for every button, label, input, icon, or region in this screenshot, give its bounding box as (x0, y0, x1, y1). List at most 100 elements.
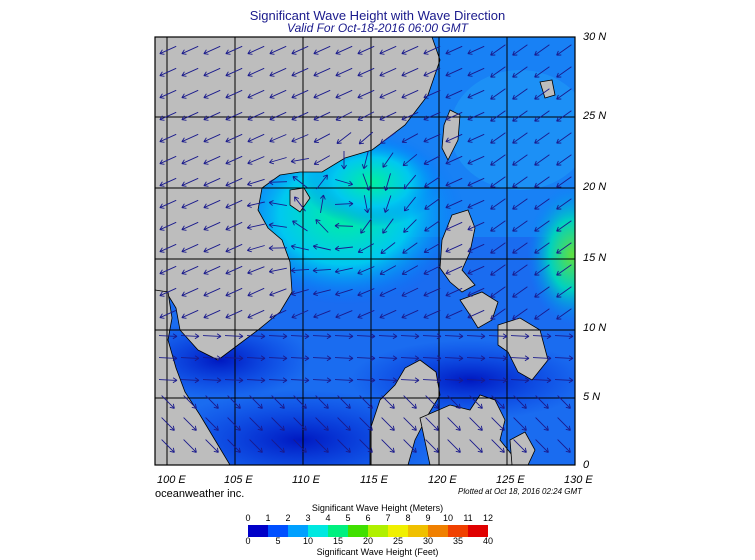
wave-direction-arrow (445, 177, 463, 187)
wave-direction-arrow (203, 133, 221, 143)
wave-direction-arrow (490, 132, 506, 144)
wave-direction-arrow (224, 333, 244, 340)
wave-direction-arrow (467, 309, 485, 319)
wave-direction-arrow (534, 220, 550, 232)
wave-direction-arrow (269, 288, 287, 297)
wave-direction-arrow (159, 67, 177, 77)
wave-direction-arrow (556, 242, 572, 254)
wave-direction-arrow (556, 132, 572, 144)
colorbar-feet-tick: 5 (275, 536, 281, 546)
wave-direction-arrow (247, 67, 265, 77)
lat-label-30n: 30 N (583, 31, 607, 43)
wave-direction-arrows (158, 44, 574, 453)
wave-direction-arrow (423, 111, 441, 121)
wave-direction-arrow (534, 44, 550, 56)
wave-direction-arrow (423, 155, 441, 165)
colorbar-meters-tick: 3 (305, 513, 311, 523)
wave-direction-arrow (423, 243, 441, 254)
wave-direction-arrow (225, 177, 243, 187)
wave-direction-arrow (247, 111, 265, 121)
wave-direction-arrow (424, 176, 440, 188)
wave-direction-arrow (534, 154, 550, 166)
wave-direction-arrow (312, 267, 332, 274)
wave-direction-arrow (512, 198, 528, 210)
wave-direction-arrow (183, 395, 197, 409)
colorbar (248, 525, 488, 537)
wave-direction-arrow (203, 221, 221, 231)
wave-direction-arrow (512, 66, 528, 78)
wave-direction-arrow (556, 44, 572, 56)
wave-direction-arrow (402, 242, 418, 254)
wave-direction-arrow (379, 265, 397, 276)
wave-direction-arrow (423, 265, 441, 275)
wave-direction-arrow (313, 89, 331, 99)
wave-direction-arrow (488, 333, 508, 340)
wave-direction-arrow (268, 377, 288, 384)
wave-direction-arrow (510, 333, 530, 340)
wave-direction-arrow (423, 45, 441, 55)
wave-direction-arrow (534, 110, 550, 122)
wave-direction-arrow (403, 219, 417, 233)
wave-direction-arrow (159, 243, 177, 253)
wave-direction-arrow (271, 439, 285, 453)
wave-direction-arrow (335, 111, 353, 121)
wave-direction-arrow (249, 395, 263, 409)
wave-direction-arrow (490, 154, 506, 166)
colorbar-feet-tick: 0 (245, 536, 251, 546)
wave-direction-arrow (224, 377, 244, 384)
wave-direction-arrow (159, 265, 177, 275)
wave-direction-arrow (512, 264, 528, 276)
wave-direction-arrow (227, 439, 241, 453)
wave-direction-arrow (294, 196, 306, 212)
wave-direction-arrow (203, 309, 221, 319)
wave-direction-arrow (422, 355, 442, 362)
wave-direction-arrow (247, 156, 265, 165)
wave-direction-arrow (358, 131, 374, 145)
wave-direction-arrow (180, 333, 200, 340)
colorbar-segment (348, 525, 369, 537)
wave-direction-arrow (159, 111, 177, 121)
wave-direction-arrow (554, 333, 574, 340)
wave-direction-arrow (467, 67, 485, 77)
wave-direction-arrow (337, 439, 351, 453)
wave-direction-arrow (290, 377, 310, 384)
wave-direction-arrow (291, 89, 309, 99)
wave-direction-arrow (159, 45, 177, 55)
wave-direction-arrow (383, 173, 391, 191)
wave-direction-arrow (335, 288, 353, 297)
wave-direction-arrow (290, 289, 309, 297)
wave-direction-arrow (445, 155, 463, 165)
wave-direction-arrow (268, 355, 288, 362)
wave-direction-arrow (534, 176, 550, 188)
wave-direction-arrow (183, 417, 197, 431)
wave-direction-arrow (203, 287, 221, 297)
wave-direction-arrow (225, 89, 243, 99)
wave-direction-arrow (357, 243, 375, 254)
wave-direction-arrow (269, 111, 287, 121)
wave-direction-arrow (203, 111, 221, 121)
wave-direction-arrow (312, 377, 332, 384)
wave-direction-arrow (378, 377, 398, 384)
wave-direction-arrow (181, 199, 199, 209)
wave-direction-arrow (249, 417, 263, 431)
wave-direction-arrow (403, 439, 417, 453)
wave-direction-arrow (466, 333, 486, 340)
wave-direction-arrow (337, 417, 351, 431)
wave-direction-arrow (556, 88, 572, 100)
wave-direction-arrow (380, 132, 396, 144)
wave-direction-arrow (467, 111, 485, 121)
wave-direction-arrow (203, 243, 221, 253)
wave-direction-arrow (249, 439, 263, 453)
lat-label-25n: 25 N (583, 110, 607, 122)
wave-direction-arrow (247, 45, 265, 55)
wave-direction-arrow (381, 439, 395, 453)
wave-direction-arrow (269, 157, 287, 165)
colorbar-feet-tick: 30 (422, 536, 434, 546)
wave-direction-arrow (290, 267, 310, 274)
wave-direction-arrow (512, 242, 528, 254)
wave-direction-arrow (400, 333, 420, 340)
wave-direction-arrow (269, 45, 287, 55)
colorbar-meters-tick: 6 (365, 513, 371, 523)
wave-direction-arrow (535, 417, 549, 431)
